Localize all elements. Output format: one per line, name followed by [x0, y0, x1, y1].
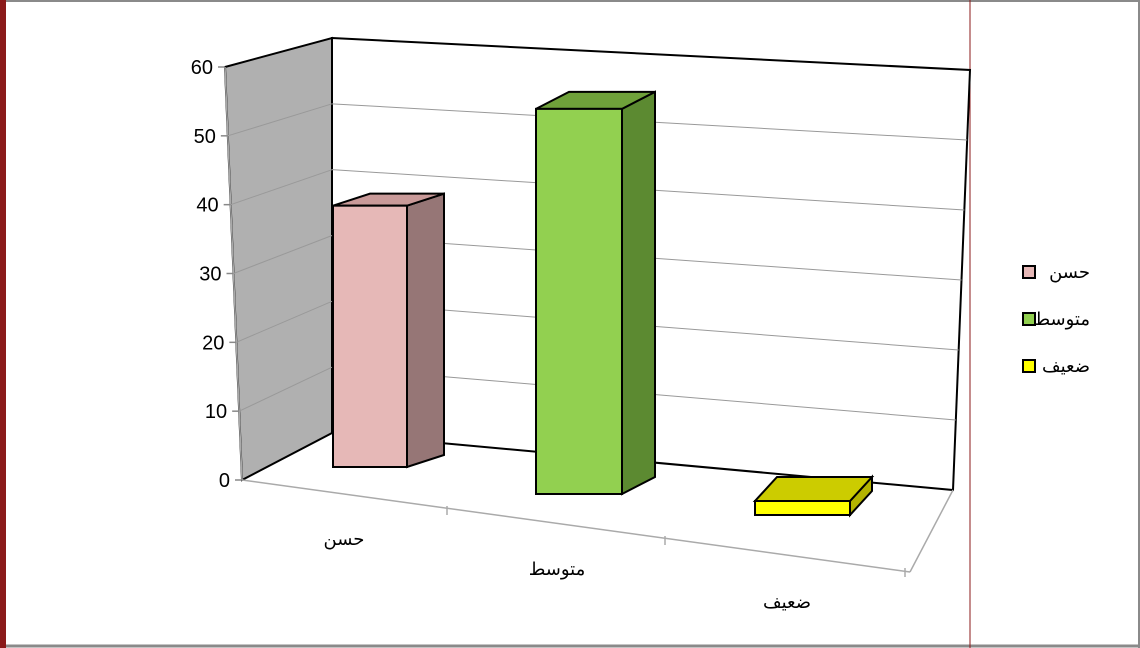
gridline-side [233, 235, 333, 274]
legend-swatch [1022, 265, 1036, 279]
bar-top-face [752, 476, 875, 502]
gridline-side [230, 169, 333, 206]
bar-side-face [621, 90, 656, 496]
y-tick-label: 40 [196, 195, 218, 217]
gridline-side [238, 366, 333, 412]
y-tick-label: 0 [219, 470, 230, 492]
x-category-label: متوسط [529, 559, 586, 580]
gridline-side [236, 300, 333, 343]
y-tick-label: 30 [199, 264, 221, 286]
x-axis-ticks: حسن متوسط ضعيف [324, 506, 906, 612]
bar-front-face [535, 107, 623, 495]
bar-front-face [332, 204, 408, 469]
y-axis-ticks: 0 10 20 30 40 50 60 [191, 57, 242, 492]
bar-front-face [754, 500, 851, 516]
legend-label: متوسط [1033, 309, 1090, 330]
floor-front-edge [241, 479, 911, 573]
bar-1 [332, 192, 445, 469]
floor-right-edge [909, 489, 954, 573]
bar-3 [752, 474, 875, 518]
legend-label: حسن [1049, 262, 1090, 283]
legend-swatch [1022, 359, 1036, 373]
y-tick-label: 50 [194, 126, 216, 148]
side-wall [223, 36, 333, 482]
legend-label: ضعيف [1042, 356, 1090, 376]
bar-side-face [406, 192, 445, 469]
y-tick-label: 20 [202, 332, 224, 354]
gridline-side [227, 103, 333, 137]
legend-swatch [1022, 312, 1036, 326]
x-category-label: حسن [324, 529, 365, 550]
y-tick-label: 10 [205, 401, 227, 423]
legend: حسن متوسط ضعيف [1022, 262, 1090, 376]
x-category-label: ضعيف [763, 592, 811, 612]
y-tick-label: 60 [191, 57, 213, 79]
bars [332, 90, 875, 518]
bar-2 [535, 90, 656, 496]
